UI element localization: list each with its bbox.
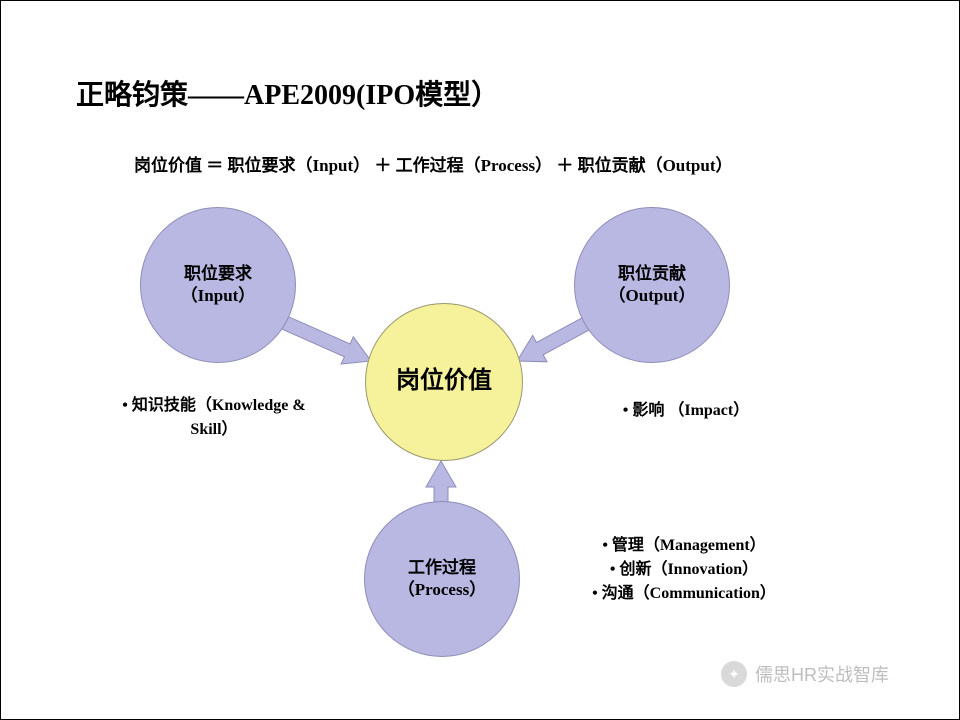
bullet-process: • 管理（Management）• 创新（Innovation）• 沟通（Com… bbox=[559, 534, 809, 606]
diagram-page: 正略钧策——APE2009(IPO模型） 岗位价值 ＝ 职位要求（Input） … bbox=[0, 0, 960, 720]
node-center-label: 岗位价值 bbox=[396, 366, 492, 397]
bullet-output: • 影响 （Impact） bbox=[571, 399, 801, 423]
node-center: 岗位价值 bbox=[365, 303, 523, 461]
watermark: ✦ 儒思HR实战智库 bbox=[721, 661, 889, 687]
node-process-label: 工作过程 （Process） bbox=[398, 557, 486, 601]
node-output-label: 职位贡献 （Output） bbox=[609, 263, 696, 307]
wechat-icon: ✦ bbox=[721, 661, 747, 687]
bullet-input: • 知识技能（Knowledge &Skill） bbox=[79, 394, 349, 442]
watermark-text: 儒思HR实战智库 bbox=[755, 661, 889, 687]
arrow-input bbox=[278, 315, 371, 365]
page-title: 正略钧策——APE2009(IPO模型） bbox=[76, 73, 499, 113]
node-input: 职位要求 （Input） bbox=[140, 207, 296, 363]
node-process: 工作过程 （Process） bbox=[364, 501, 520, 657]
node-input-label: 职位要求 （Input） bbox=[181, 263, 256, 307]
equation-subtitle: 岗位价值 ＝ 职位要求（Input） ＋ 工作过程（Process） ＋ 职位贡… bbox=[134, 151, 733, 176]
node-output: 职位贡献 （Output） bbox=[574, 207, 730, 363]
arrow-process bbox=[426, 461, 456, 503]
